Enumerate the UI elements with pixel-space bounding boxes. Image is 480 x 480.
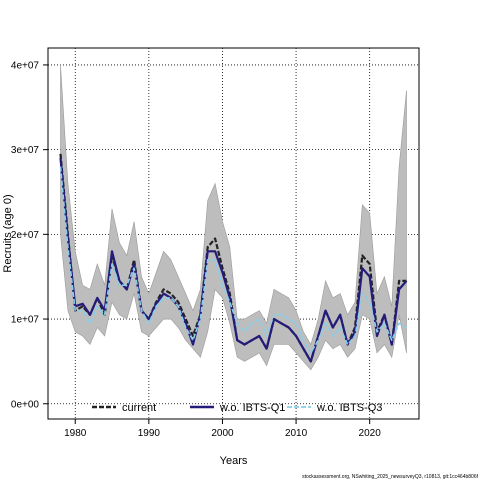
legend: current w.o. IBTS-Q1 w.o. IBTS-Q3 — [92, 402, 382, 414]
plot-frame — [47, 47, 420, 420]
y-axis: 0e+00 1e+07 2e+07 3e+07 4e+07 — [11, 60, 48, 410]
legend-label-2: w.o. IBTS-Q3 — [316, 402, 382, 414]
x-tick-label-4: 2020 — [359, 428, 382, 439]
x-axis-title: Years — [220, 455, 248, 467]
x-tick-label-1: 1990 — [138, 428, 161, 439]
x-tick-label-2: 2000 — [211, 428, 234, 439]
legend-label-0: current — [122, 402, 156, 414]
confidence-band — [60, 64, 407, 371]
legend-label-1: w.o. IBTS-Q1 — [219, 402, 285, 414]
y-tick-label-4: 4e+07 — [11, 60, 40, 71]
x-tick-label-0: 1980 — [64, 428, 87, 439]
x-tick-label-3: 2010 — [285, 428, 308, 439]
y-tick-label-2: 2e+07 — [11, 230, 40, 241]
series-lines — [59, 153, 408, 363]
y-tick-label-1: 1e+07 — [11, 315, 40, 326]
source-caption: stockassessment.org, NSwhiting_2025_news… — [302, 474, 479, 480]
y-tick-label-3: 3e+07 — [11, 145, 40, 156]
x-axis: 1980 1990 2000 2010 2020 — [64, 419, 381, 439]
y-axis-title: Recruits (age 0) — [2, 194, 14, 272]
series-line-2 — [59, 166, 407, 354]
y-tick-label-0: 0e+00 — [11, 399, 40, 410]
